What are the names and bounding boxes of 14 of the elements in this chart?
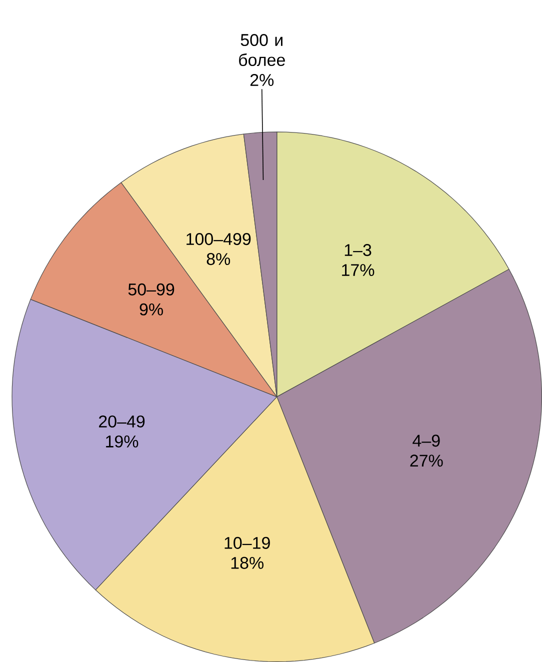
data-label: 2% (250, 74, 274, 86)
slice-label: 10–19 (224, 536, 270, 549)
slice-label: 100–499 (186, 233, 251, 246)
slice-label: 20–49 (99, 415, 145, 428)
data-label: 17% (342, 264, 374, 276)
slice-label: 4–9 (412, 434, 440, 447)
slice-label: 500 и более (239, 34, 285, 66)
data-label: 9% (140, 303, 163, 316)
data-label: 18% (231, 556, 264, 569)
data-label: 27% (410, 454, 443, 467)
data-label: 8% (206, 253, 230, 266)
data-label: 19% (106, 435, 138, 448)
slice-label: 1–3 (344, 244, 372, 256)
slice-label: 50–99 (128, 283, 174, 296)
